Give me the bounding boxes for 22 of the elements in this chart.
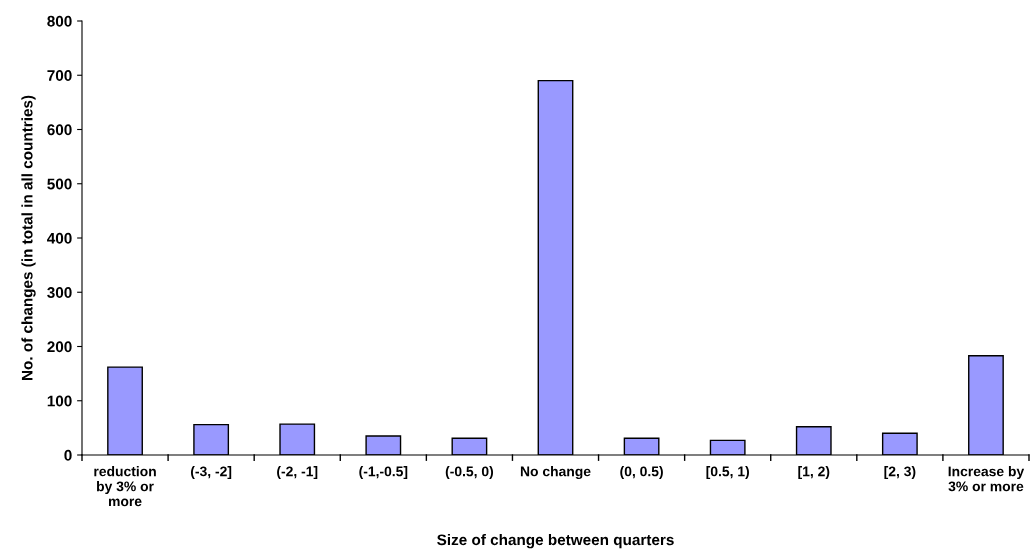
y-tick-label: 0 [64,449,72,461]
x-tick-label: (-3, -2] [191,466,232,480]
x-tick-label: (0, 0.5) [620,466,663,480]
y-tick-label: 400 [47,232,72,244]
x-tick-label: [0.5, 1) [706,466,749,480]
x-tick-label: [2, 3) [884,466,916,480]
y-tick-label: 600 [47,124,72,136]
x-tick-label: (-2, -1] [277,466,318,480]
x-tick-label: No change [520,466,591,480]
x-tick-label: Increase by 3% or more [948,466,1025,492]
y-tick-label: 500 [47,178,72,190]
x-tick-label: [1, 2) [798,466,830,480]
y-tick-label: 800 [47,15,72,27]
y-tick-label: 200 [47,341,72,353]
y-axis-title: No. of changes (in total in all countries) [21,95,36,380]
x-tick-label: (-1,-0.5] [359,466,408,480]
x-tick-label: reduction by 3% or more [94,466,156,507]
x-tick-label: (-0.5, 0) [445,466,494,480]
y-tick-label: 700 [47,70,72,81]
y-tick-label: 300 [47,287,72,298]
y-tick-label: 100 [47,395,72,407]
x-axis-title: Size of change between quarters [437,533,674,549]
